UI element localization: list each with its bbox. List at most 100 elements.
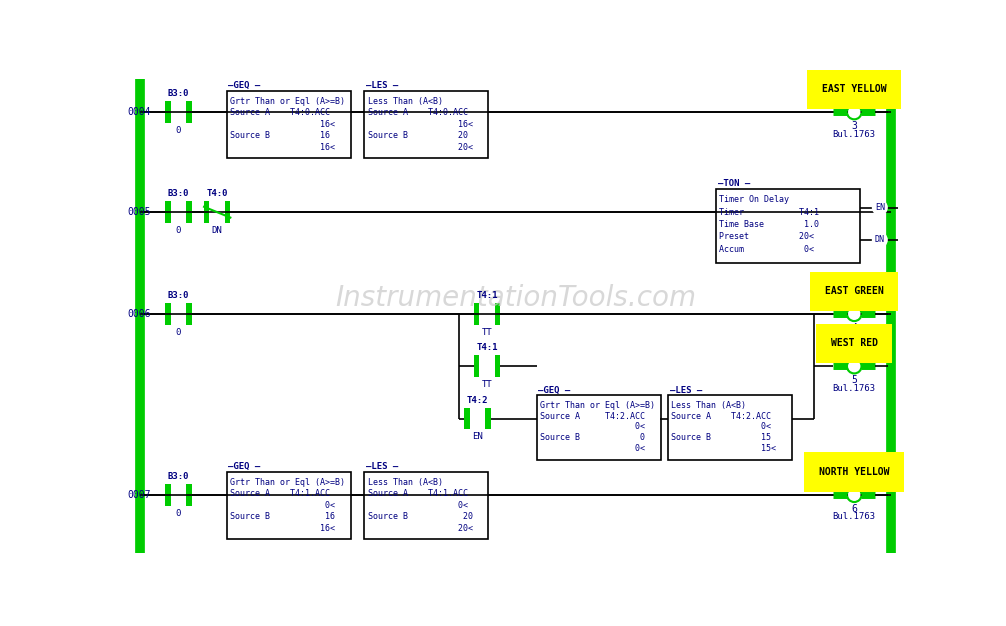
Text: 0<: 0< [539, 444, 645, 453]
Text: TT: TT [482, 380, 492, 389]
Text: 0: 0 [176, 327, 181, 337]
Text: 20<: 20< [367, 143, 473, 152]
Bar [465, 408, 470, 429]
Bar [186, 484, 191, 506]
Text: 0004: 0004 [128, 107, 151, 117]
Text: 0<: 0< [671, 423, 772, 431]
Text: 15<: 15< [671, 444, 777, 453]
Text: O:0: O:0 [846, 476, 862, 485]
Text: B3:0: B3:0 [168, 291, 189, 300]
Bar [186, 202, 191, 223]
Circle shape [848, 489, 860, 501]
Circle shape [873, 233, 887, 247]
Circle shape [848, 307, 860, 320]
Bar [186, 101, 191, 123]
Bar [474, 303, 479, 325]
Text: DN: DN [875, 235, 885, 244]
Text: T4:1: T4:1 [476, 291, 498, 300]
Text: Source B            0: Source B 0 [539, 433, 645, 442]
Text: —LES —: —LES — [670, 386, 702, 394]
Text: Source A     T4:2.ACC: Source A T4:2.ACC [539, 412, 645, 421]
Text: EAST YELLOW: EAST YELLOW [822, 85, 886, 95]
Text: Source A    T4:1.ACC: Source A T4:1.ACC [367, 490, 468, 498]
Bar [186, 303, 191, 325]
Text: 16<: 16< [229, 524, 335, 533]
Text: 0: 0 [176, 126, 181, 135]
Bar [495, 356, 500, 377]
Text: InstrumentationTools.com: InstrumentationTools.com [335, 284, 696, 312]
Text: Source A    T4:0.ACC: Source A T4:0.ACC [367, 108, 468, 117]
Text: —TON —: —TON — [718, 179, 750, 188]
Text: EAST GREEN: EAST GREEN [825, 286, 883, 296]
Text: 16<: 16< [367, 120, 473, 129]
Text: Source B          20: Source B 20 [367, 131, 468, 140]
Text: Source B          15: Source B 15 [671, 433, 772, 442]
Text: DN: DN [212, 226, 222, 235]
Bar [495, 303, 500, 325]
Text: Bul.1763: Bul.1763 [833, 130, 876, 139]
Text: NORTH YELLOW: NORTH YELLOW [819, 467, 889, 477]
Text: —GEQ —: —GEQ — [538, 386, 570, 394]
Text: Source A    T4:2.ACC: Source A T4:2.ACC [671, 412, 772, 421]
Text: B3:0: B3:0 [168, 90, 189, 98]
Bar [364, 91, 489, 158]
Text: 0005: 0005 [128, 207, 151, 217]
Bar [204, 202, 209, 223]
Text: T4:1: T4:1 [476, 343, 498, 352]
Text: Bul.1763: Bul.1763 [833, 513, 876, 521]
Text: T4:0: T4:0 [206, 189, 228, 198]
Text: Source A    T4:1.ACC: Source A T4:1.ACC [229, 490, 330, 498]
Text: B3:0: B3:0 [168, 189, 189, 198]
Text: TT: TT [482, 327, 492, 337]
Text: Preset          20<: Preset 20< [719, 232, 815, 241]
Bar [226, 91, 350, 158]
Text: Grtr Than or Eql (A>=B): Grtr Than or Eql (A>=B) [539, 401, 655, 410]
Text: B3:0: B3:0 [168, 472, 189, 481]
Text: WEST RED: WEST RED [831, 339, 878, 349]
Text: Time Base        1.0: Time Base 1.0 [719, 220, 820, 229]
Bar [165, 202, 171, 223]
Text: T4:2: T4:2 [467, 396, 488, 404]
Text: EN: EN [472, 433, 483, 441]
Text: O:0: O:0 [846, 93, 862, 102]
Bar [364, 471, 489, 540]
Bar [474, 356, 479, 377]
Text: —GEQ —: —GEQ — [228, 81, 261, 90]
Text: —GEQ —: —GEQ — [228, 462, 261, 471]
Text: Less Than (A<B): Less Than (A<B) [367, 478, 443, 487]
Text: 6: 6 [851, 504, 857, 514]
Circle shape [873, 200, 887, 215]
Text: Source B          16: Source B 16 [229, 131, 330, 140]
Circle shape [848, 360, 860, 372]
Text: O:0: O:0 [846, 347, 862, 356]
Text: Source A    T4:0.ACC: Source A T4:0.ACC [229, 108, 330, 117]
Text: EN: EN [875, 203, 885, 212]
Text: Bul.1763: Bul.1763 [833, 332, 876, 341]
Text: 0: 0 [176, 509, 181, 518]
Bar [536, 396, 661, 460]
Bar [716, 189, 860, 263]
Text: Less Than (A<B): Less Than (A<B) [671, 401, 746, 410]
Bar [165, 484, 171, 506]
Text: —LES —: —LES — [366, 81, 398, 90]
Text: 0<: 0< [367, 501, 468, 510]
Bar [485, 408, 491, 429]
Text: 16<: 16< [229, 143, 335, 152]
Circle shape [848, 106, 860, 118]
Text: 3: 3 [851, 121, 857, 131]
Bar [165, 303, 171, 325]
Bar [165, 101, 171, 123]
Text: Grtr Than or Eql (A>=B): Grtr Than or Eql (A>=B) [229, 478, 345, 487]
Text: Accum            0<: Accum 0< [719, 245, 815, 254]
Text: Timer On Delay: Timer On Delay [719, 195, 790, 204]
Bar [226, 471, 350, 540]
Text: Source B           16: Source B 16 [229, 513, 335, 521]
Text: —LES —: —LES — [366, 462, 398, 471]
Text: Bul.1763: Bul.1763 [833, 384, 876, 393]
Bar [668, 396, 793, 460]
Text: 0<: 0< [539, 423, 645, 431]
Text: Grtr Than or Eql (A>=B): Grtr Than or Eql (A>=B) [229, 96, 345, 106]
Text: 0007: 0007 [128, 490, 151, 500]
Bar [225, 202, 230, 223]
Text: Timer           T4:1: Timer T4:1 [719, 208, 820, 217]
